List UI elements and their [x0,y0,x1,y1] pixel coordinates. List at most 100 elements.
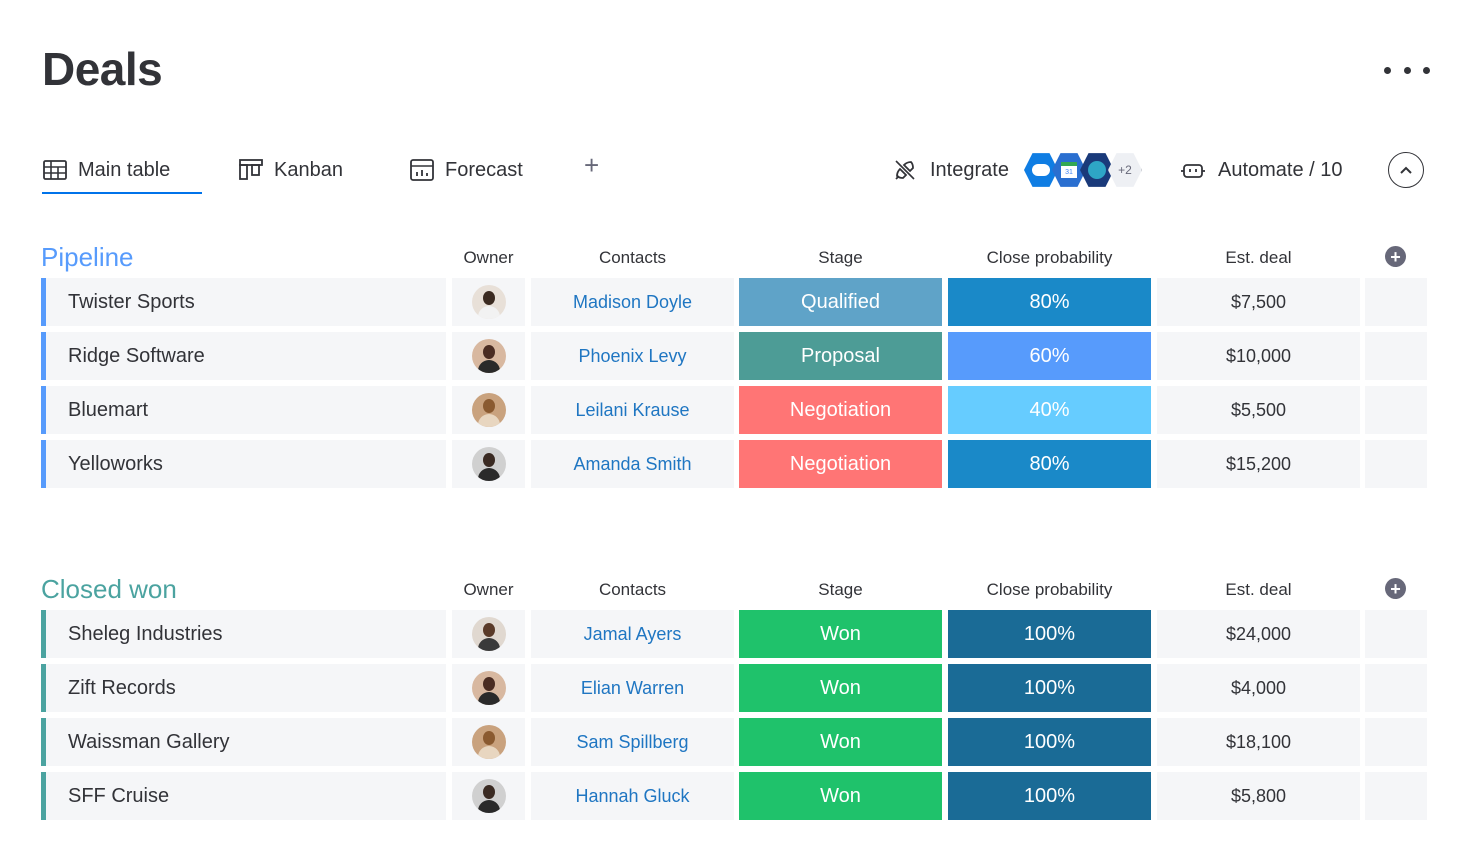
est-deal-value[interactable]: $18,100 [1157,718,1360,766]
dot-icon [1403,66,1411,74]
column-header-owner[interactable]: Owner [463,580,514,599]
empty-cell[interactable] [1365,664,1427,712]
view-tabs: Main table Kanban Forecast + Integrate 3… [42,148,1442,194]
collapse-header-button[interactable] [1388,152,1424,188]
stage-status[interactable]: Won [739,610,942,658]
close-probability-status[interactable]: 80% [948,440,1151,488]
close-probability-status[interactable]: 40% [948,386,1151,434]
close-probability-status[interactable]: 100% [948,664,1151,712]
empty-cell[interactable] [1365,772,1427,820]
more-options-button[interactable] [1384,60,1430,80]
column-header-stage[interactable]: Stage [818,580,863,599]
empty-cell[interactable] [1365,278,1427,326]
est-deal-value[interactable]: $5,800 [1157,772,1360,820]
empty-cell[interactable] [1365,332,1427,380]
item-name[interactable]: Ridge Software [41,332,446,380]
item-name[interactable]: Bluemart [41,386,446,434]
est-deal-value[interactable]: $4,000 [1157,664,1360,712]
est-deal-value[interactable]: $5,500 [1157,386,1360,434]
contact-link[interactable]: Hannah Gluck [531,772,734,820]
owner-cell[interactable] [452,440,525,488]
table-row[interactable]: SFF Cruise Hannah Gluck Won 100% $5,800 [41,772,1427,820]
column-header-close-probability[interactable]: Close probability [986,248,1113,267]
stage-status[interactable]: Won [739,718,942,766]
group-title[interactable]: Pipeline [41,242,134,272]
avatar [471,285,506,319]
est-deal-value[interactable]: $24,000 [1157,610,1360,658]
group-header: Pipeline Owner Contacts Stage Close probabil… [41,232,1427,278]
avatar [471,393,506,427]
stage-status[interactable]: Proposal [739,332,942,380]
item-name[interactable]: Twister Sports [41,278,446,326]
tab-main-table[interactable]: Main table [42,148,202,194]
empty-cell[interactable] [1365,610,1427,658]
item-name[interactable]: Waissman Gallery [41,718,446,766]
stage-status[interactable]: Qualified [739,278,942,326]
column-header-est-deal[interactable]: Est. deal [1225,580,1292,599]
avatar [471,725,506,759]
stage-status[interactable]: Negotiation [739,386,942,434]
item-name[interactable]: SFF Cruise [41,772,446,820]
owner-cell[interactable] [452,386,525,434]
group-title[interactable]: Closed won [41,574,177,604]
close-probability-status[interactable]: 100% [948,772,1151,820]
owner-cell[interactable] [452,664,525,712]
chevron-up-icon [1400,166,1412,174]
close-probability-status[interactable]: 80% [948,278,1151,326]
table-row[interactable]: Twister Sports Madison Doyle Qualified 80% $… [41,278,1427,326]
empty-cell[interactable] [1365,386,1427,434]
owner-cell[interactable] [452,772,525,820]
tab-kanban[interactable]: Kanban [238,148,343,192]
table-row[interactable]: Ridge Software Phoenix Levy Proposal 60% $10… [41,332,1427,380]
column-header-owner[interactable]: Owner [463,248,514,267]
column-header-est-deal[interactable]: Est. deal [1225,248,1292,267]
tab-forecast[interactable]: Forecast [409,148,523,192]
contact-link[interactable]: Sam Spillberg [531,718,734,766]
stage-status[interactable]: Negotiation [739,440,942,488]
table-row[interactable]: Zift Records Elian Warren Won 100% $4,000 [41,664,1427,712]
item-name[interactable]: Sheleg Industries [41,610,446,658]
group-1: Closed won Owner Contacts Stage Close probab… [41,564,1427,826]
add-column-button[interactable]: + [1385,578,1406,599]
item-name[interactable]: Yelloworks [41,440,446,488]
add-view-button[interactable]: + [584,150,600,180]
column-header-stage[interactable]: Stage [818,248,863,267]
close-probability-status[interactable]: 60% [948,332,1151,380]
owner-cell[interactable] [452,278,525,326]
avatar [471,671,506,705]
owner-cell[interactable] [452,718,525,766]
table-row[interactable]: Waissman Gallery Sam Spillberg Won 100% $18,… [41,718,1427,766]
close-probability-status[interactable]: 100% [948,610,1151,658]
contact-link[interactable]: Jamal Ayers [531,610,734,658]
empty-cell[interactable] [1365,718,1427,766]
automate-button[interactable]: Automate / 10 [1180,148,1343,192]
stage-status[interactable]: Won [739,772,942,820]
table-row[interactable]: Sheleg Industries Jamal Ayers Won 100% $24,0… [41,610,1427,658]
owner-cell[interactable] [452,610,525,658]
empty-cell[interactable] [1365,440,1427,488]
item-name[interactable]: Zift Records [41,664,446,712]
dot-icon [1423,66,1430,74]
column-header-contacts[interactable]: Contacts [598,248,667,267]
column-header-contacts[interactable]: Contacts [598,580,667,599]
close-probability-status[interactable]: 100% [948,718,1151,766]
est-deal-value[interactable]: $10,000 [1157,332,1360,380]
contact-link[interactable]: Leilani Krause [531,386,734,434]
avatar [471,447,506,481]
contact-link[interactable]: Madison Doyle [531,278,734,326]
table-row[interactable]: Bluemart Leilani Krause Negotiation 40% $5,5… [41,386,1427,434]
est-deal-value[interactable]: $15,200 [1157,440,1360,488]
integrate-button[interactable]: Integrate [894,148,1009,192]
more-integrations-badge: +2 [1108,153,1142,187]
table-row[interactable]: Yelloworks Amanda Smith Negotiation 80% $15,… [41,440,1427,488]
add-column-button[interactable]: + [1385,246,1406,267]
integration-icons[interactable]: 31 +2 [1024,152,1144,188]
owner-cell[interactable] [452,332,525,380]
avatar [471,339,506,373]
est-deal-value[interactable]: $7,500 [1157,278,1360,326]
column-header-close-probability[interactable]: Close probability [986,580,1113,599]
contact-link[interactable]: Phoenix Levy [531,332,734,380]
stage-status[interactable]: Won [739,664,942,712]
contact-link[interactable]: Amanda Smith [531,440,734,488]
contact-link[interactable]: Elian Warren [531,664,734,712]
